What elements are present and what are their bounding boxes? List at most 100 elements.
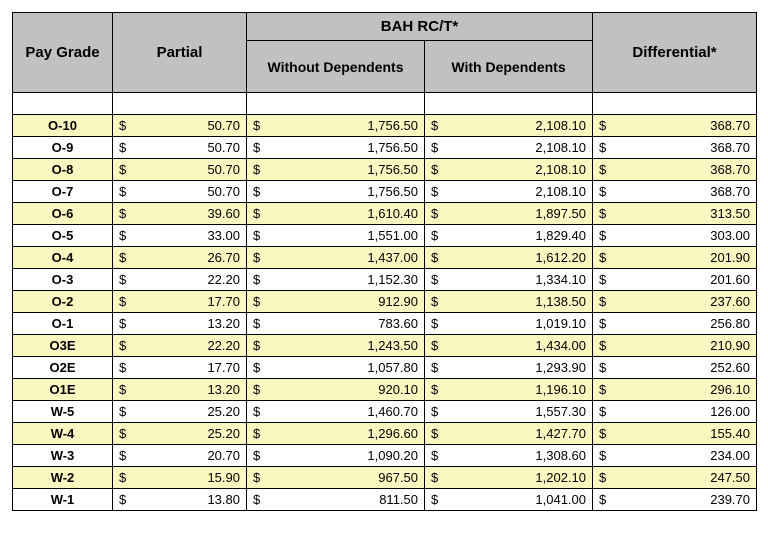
table-row: O-2$17.70$912.90$1,138.50$237.60 [13, 291, 757, 313]
table-cell: $368.70 [593, 159, 757, 181]
table-cell: $1,829.40 [425, 225, 593, 247]
table-cell: $1,756.50 [247, 181, 425, 203]
table-cell: $17.70 [113, 357, 247, 379]
table-cell: $1,202.10 [425, 467, 593, 489]
table-cell: $783.60 [247, 313, 425, 335]
table-cell: $1,019.10 [425, 313, 593, 335]
table-cell: $1,308.60 [425, 445, 593, 467]
table-cell: $1,460.70 [247, 401, 425, 423]
table-row: O1E$13.20$920.10$1,196.10$296.10 [13, 379, 757, 401]
table-cell: $313.50 [593, 203, 757, 225]
table-cell: $1,756.50 [247, 115, 425, 137]
table-cell: $1,057.80 [247, 357, 425, 379]
table-cell: $201.60 [593, 269, 757, 291]
table-cell: $2,108.10 [425, 159, 593, 181]
table-cell: $1,138.50 [425, 291, 593, 313]
table-cell: $210.90 [593, 335, 757, 357]
table-cell: $22.20 [113, 269, 247, 291]
table-row: W-2$15.90$967.50$1,202.10$247.50 [13, 467, 757, 489]
table-row: O2E$17.70$1,057.80$1,293.90$252.60 [13, 357, 757, 379]
cell-pay-grade: O-9 [13, 137, 113, 159]
cell-pay-grade: W-5 [13, 401, 113, 423]
table-cell: $1,334.10 [425, 269, 593, 291]
table-cell: $234.00 [593, 445, 757, 467]
table-cell: $13.80 [113, 489, 247, 511]
table-cell: $368.70 [593, 115, 757, 137]
cell-pay-grade: W-1 [13, 489, 113, 511]
table-cell: $1,434.00 [425, 335, 593, 357]
header-bah: BAH RC/T* [247, 13, 593, 41]
table-row: O-4$26.70$1,437.00$1,612.20$201.90 [13, 247, 757, 269]
header-pay-grade: Pay Grade [13, 13, 113, 93]
table-row: W-5$25.20$1,460.70$1,557.30$126.00 [13, 401, 757, 423]
table-cell: $237.60 [593, 291, 757, 313]
table-row: W-3$20.70$1,090.20$1,308.60$234.00 [13, 445, 757, 467]
cell-pay-grade: O-2 [13, 291, 113, 313]
cell-pay-grade: O-8 [13, 159, 113, 181]
header-differential: Differential* [593, 13, 757, 93]
table-cell: $126.00 [593, 401, 757, 423]
table-cell: $2,108.10 [425, 115, 593, 137]
table-cell: $1,610.40 [247, 203, 425, 225]
cell-pay-grade: W-3 [13, 445, 113, 467]
table-cell: $33.00 [113, 225, 247, 247]
table-cell: $1,551.00 [247, 225, 425, 247]
table-cell: $39.60 [113, 203, 247, 225]
cell-pay-grade: W-4 [13, 423, 113, 445]
cell-pay-grade: O2E [13, 357, 113, 379]
table-row: O-6$39.60$1,610.40$1,897.50$313.50 [13, 203, 757, 225]
table-cell: $1,612.20 [425, 247, 593, 269]
table-row: O-1$13.20$783.60$1,019.10$256.80 [13, 313, 757, 335]
table-cell: $201.90 [593, 247, 757, 269]
table-row: O-10$50.70$1,756.50$2,108.10$368.70 [13, 115, 757, 137]
table-cell: $1,756.50 [247, 137, 425, 159]
table-cell: $368.70 [593, 137, 757, 159]
table-cell: $25.20 [113, 401, 247, 423]
cell-pay-grade: O1E [13, 379, 113, 401]
table-cell: $50.70 [113, 115, 247, 137]
table-row: O3E$22.20$1,243.50$1,434.00$210.90 [13, 335, 757, 357]
table-cell: $50.70 [113, 159, 247, 181]
table-row: W-1$13.80$811.50$1,041.00$239.70 [13, 489, 757, 511]
table-cell: $155.40 [593, 423, 757, 445]
table-row: O-9$50.70$1,756.50$2,108.10$368.70 [13, 137, 757, 159]
table-row: O-7$50.70$1,756.50$2,108.10$368.70 [13, 181, 757, 203]
table-cell: $1,437.00 [247, 247, 425, 269]
table-cell: $811.50 [247, 489, 425, 511]
table-cell: $920.10 [247, 379, 425, 401]
cell-pay-grade: O-6 [13, 203, 113, 225]
table-cell: $17.70 [113, 291, 247, 313]
table-cell: $26.70 [113, 247, 247, 269]
table-header: Pay Grade Partial BAH RC/T* Differential… [13, 13, 757, 93]
cell-pay-grade: O-3 [13, 269, 113, 291]
table-body: O-10$50.70$1,756.50$2,108.10$368.70O-9$5… [13, 93, 757, 511]
table-row: W-4$25.20$1,296.60$1,427.70$155.40 [13, 423, 757, 445]
table-cell: $20.70 [113, 445, 247, 467]
table-cell: $1,557.30 [425, 401, 593, 423]
cell-pay-grade: O-5 [13, 225, 113, 247]
table-cell: $22.20 [113, 335, 247, 357]
table-cell: $1,293.90 [425, 357, 593, 379]
table-cell: $1,041.00 [425, 489, 593, 511]
table-cell: $368.70 [593, 181, 757, 203]
cell-pay-grade: O-7 [13, 181, 113, 203]
table-cell: $50.70 [113, 137, 247, 159]
table-cell: $25.20 [113, 423, 247, 445]
table-row: O-5$33.00$1,551.00$1,829.40$303.00 [13, 225, 757, 247]
table-cell: $252.60 [593, 357, 757, 379]
cell-pay-grade: O3E [13, 335, 113, 357]
table-cell: $296.10 [593, 379, 757, 401]
table-cell: $303.00 [593, 225, 757, 247]
table-cell: $1,756.50 [247, 159, 425, 181]
table-row: O-8$50.70$1,756.50$2,108.10$368.70 [13, 159, 757, 181]
bah-table: Pay Grade Partial BAH RC/T* Differential… [12, 12, 757, 511]
cell-pay-grade: O-10 [13, 115, 113, 137]
spacer-row [13, 93, 757, 115]
table-cell: $239.70 [593, 489, 757, 511]
table-cell: $1,243.50 [247, 335, 425, 357]
table-cell: $15.90 [113, 467, 247, 489]
table-cell: $2,108.10 [425, 137, 593, 159]
header-partial: Partial [113, 13, 247, 93]
table-row: O-3$22.20$1,152.30$1,334.10$201.60 [13, 269, 757, 291]
header-with-dependents: With Dependents [425, 41, 593, 93]
